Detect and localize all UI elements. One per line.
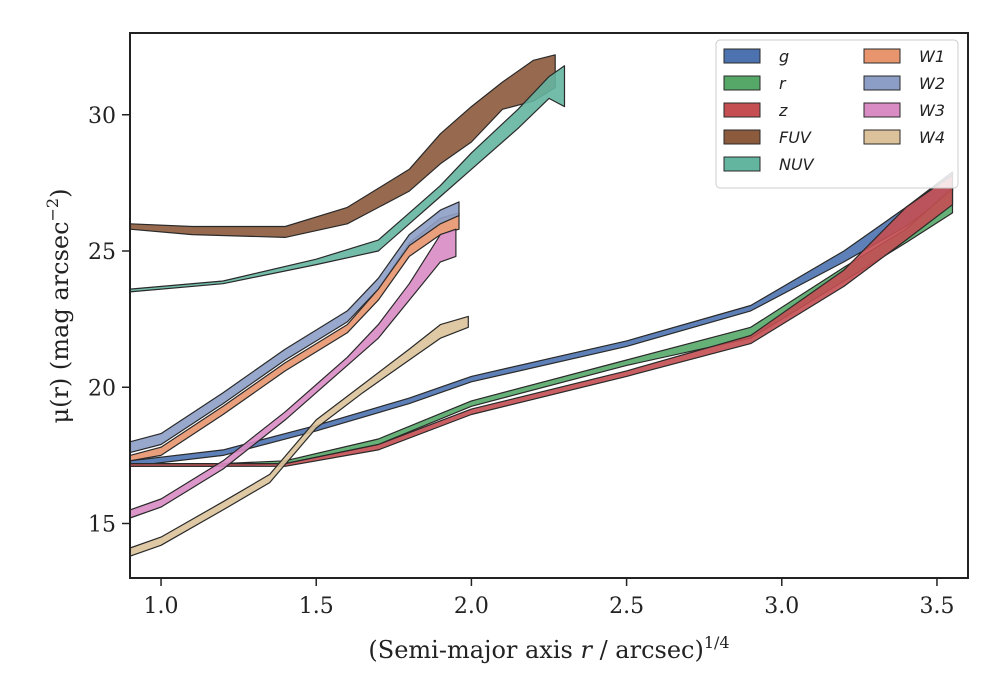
legend-swatch-fuv — [723, 129, 761, 145]
x-tick-label: 1.0 — [144, 594, 179, 619]
y-axis-label-main: μ(r) (mag arcsec — [46, 221, 74, 423]
x-axis: 1.0 1.5 2.0 2.5 3.0 3.5 — [144, 578, 954, 619]
legend-swatch-r — [723, 75, 761, 91]
band-w2 — [129, 201, 460, 454]
legend-label-w2: W2 — [919, 74, 945, 93]
band-z — [129, 174, 954, 467]
band-nuv — [129, 65, 566, 293]
legend-label-r: r — [779, 74, 787, 93]
x-tick-label: 3.0 — [764, 594, 799, 619]
y-tick-label: 20 — [88, 376, 116, 401]
legend-swatch-w2 — [863, 75, 901, 91]
series-areas — [129, 54, 954, 557]
x-axis-label: (Semi-major axis r / arcsec)1/4 — [368, 633, 729, 664]
x-tick-label: 3.5 — [919, 594, 954, 619]
x-axis-label-var: r — [580, 636, 593, 664]
legend: grz FUV NUV W1 W2 W3 W4 — [715, 39, 959, 189]
legend-swatch-w3 — [863, 102, 901, 118]
x-axis-label-main: (Semi-major axis — [368, 636, 580, 664]
legend-swatch-z — [723, 102, 761, 118]
y-axis-label-sup: −2 — [43, 198, 62, 222]
y-tick-label: 25 — [88, 240, 116, 265]
legend-swatch-g — [723, 48, 761, 64]
y-axis: 15 20 25 30 — [88, 104, 130, 538]
legend-swatch-w1 — [863, 48, 901, 64]
y-axis-label: μ(r) (mag arcsec−2) — [43, 189, 74, 424]
y-axis-label-close: ) — [46, 189, 74, 198]
legend-label-nuv: NUV — [779, 155, 815, 174]
x-tick-label: 1.5 — [299, 594, 334, 619]
band-g — [129, 171, 954, 467]
x-tick-label: 2.0 — [454, 594, 489, 619]
band-w3 — [129, 228, 457, 519]
legend-swatch-w4 — [863, 129, 901, 145]
band-fuv — [129, 54, 556, 238]
x-axis-label-sup: 1/4 — [704, 633, 730, 652]
legend-label-w1: W1 — [919, 47, 945, 66]
plot-frame — [129, 32, 969, 579]
x-axis-label-rest: / arcsec) — [592, 636, 704, 664]
legend-label-z: z — [778, 101, 788, 120]
legend-label-fuv: FUV — [779, 128, 812, 147]
legend-label-g: g — [779, 47, 789, 66]
legend-label-w3: W3 — [919, 101, 945, 120]
band-w4 — [129, 315, 469, 557]
y-tick-label: 15 — [88, 513, 116, 538]
legend-swatch-nuv — [723, 156, 761, 172]
x-tick-label: 2.5 — [609, 594, 644, 619]
y-tick-label: 30 — [88, 104, 116, 129]
legend-label-w4: W4 — [919, 128, 945, 147]
